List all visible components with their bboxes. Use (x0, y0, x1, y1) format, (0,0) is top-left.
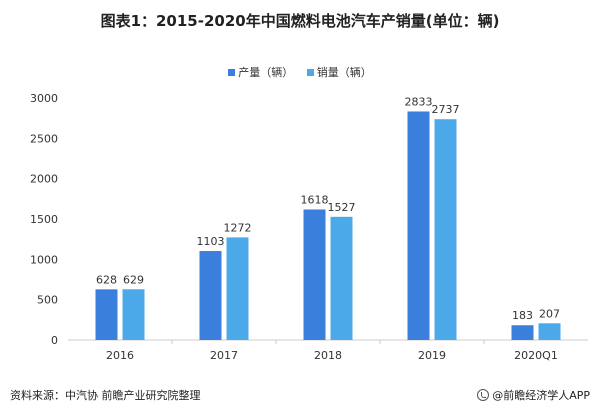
x-tick-label: 2016 (106, 349, 134, 362)
bar-sales (226, 237, 249, 340)
bar-production (407, 111, 430, 340)
x-tick-label: 2017 (210, 349, 238, 362)
y-tick-label: 3000 (30, 92, 58, 105)
legend-swatch-production (228, 68, 236, 76)
data-label-sales: 629 (123, 273, 144, 286)
data-label-production: 628 (96, 273, 117, 286)
brand-logo-icon (477, 389, 490, 401)
y-tick-label: 2500 (30, 132, 58, 145)
data-label-production: 1103 (197, 235, 225, 248)
legend-label-production: 产量（辆） (238, 66, 294, 79)
data-label-sales: 1527 (328, 201, 356, 214)
data-label-sales: 1272 (224, 221, 252, 234)
bar-sales (538, 323, 561, 340)
bar-sales (122, 289, 145, 340)
legend-label-sales: 销量（辆） (316, 66, 372, 79)
y-tick-label: 1000 (30, 253, 58, 266)
bar-chart: 0 500 1000 1500 2000 2500 3000 628 629 2016 110312… (30, 92, 588, 362)
bar-production (199, 251, 222, 340)
legend-swatch-sales (306, 68, 314, 76)
y-tick-label: 500 (37, 294, 58, 307)
x-tick-label: 2018 (314, 349, 342, 362)
chart-title: 图表1：2015-2020年中国燃料电池汽车产销量(单位：辆) (100, 12, 500, 30)
bar-production (511, 325, 534, 340)
footer: 资料来源：中汽协 前瞻产业研究院整理 @前瞻经济学人APP (0, 381, 600, 413)
x-tick-label: 2020Q1 (514, 349, 558, 362)
y-tick-label: 1500 (30, 213, 58, 226)
legend: 产量（辆） 销量（辆） (0, 64, 600, 80)
bar-sales (434, 119, 457, 340)
data-label-production: 2833 (405, 95, 433, 108)
y-tick-label: 2000 (30, 173, 58, 186)
brand-label: @前瞻经济学人APP (492, 389, 590, 402)
bar-sales (330, 216, 353, 340)
legend-item-production: 产量（辆） (228, 64, 293, 80)
bar-production (303, 209, 326, 340)
bar-production (95, 289, 118, 340)
legend-item-sales: 销量（辆） (306, 64, 372, 80)
data-label-production: 1618 (301, 193, 329, 206)
brand: @前瞻经济学人APP (477, 387, 590, 403)
source-note: 资料来源：中汽协 前瞻产业研究院整理 (10, 389, 201, 402)
x-tick-label: 2019 (418, 349, 446, 362)
data-label-sales: 2737 (432, 103, 460, 116)
data-label-production: 183 (512, 309, 533, 322)
data-label-sales: 207 (539, 307, 560, 320)
y-tick-label: 0 (51, 334, 58, 347)
